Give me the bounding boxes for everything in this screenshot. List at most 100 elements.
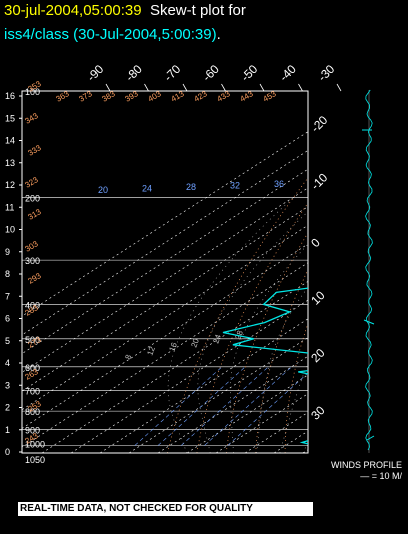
dry-adiabat-label: 323 (24, 175, 41, 190)
mixing-ratio-label: 20 (98, 185, 108, 195)
isotherm-line (302, 449, 308, 453)
dry-adiabat-label: 343 (24, 111, 41, 126)
moist-adiabat-line (197, 211, 308, 453)
mixing-ratio-line (181, 366, 269, 446)
isotherm-line (22, 131, 308, 317)
top-temperature-label: -40 (277, 62, 299, 84)
top-temperature-label: -80 (123, 62, 145, 84)
dry-adiabat-label: 353 (27, 79, 44, 94)
mixing-ratio-label: 28 (186, 182, 196, 192)
pressure-tick-label: 100 (25, 87, 40, 97)
height-tick-label: 2 (5, 403, 10, 413)
moist-adiabat-line (256, 286, 308, 453)
pressure-tick-label: 600 (25, 363, 40, 373)
right-temperature-label: 30 (308, 403, 328, 423)
isotherm-line (22, 206, 308, 392)
isotherm-line (22, 168, 308, 355)
pressure-tick-label: 400 (25, 300, 40, 310)
height-tick-label: 5 (5, 336, 10, 346)
wind-barb (363, 319, 375, 325)
winds-profile-title: WINDS PROFILE (330, 460, 402, 470)
top-temperature-label: -60 (200, 62, 222, 84)
height-tick-label: 12 (5, 180, 15, 190)
title-station: iss4/class (30-Jul-2004,5:00:39) (4, 26, 217, 43)
dry-adiabat-line (314, 91, 408, 453)
dry-adiabat-line (342, 91, 408, 453)
pressure-tick-label: 900 (25, 425, 40, 435)
chart-background-lines (22, 91, 408, 453)
top-temperature-tick (182, 83, 188, 92)
height-tick-label: 16 (5, 91, 15, 101)
moist-adiabat-label: 16 (167, 341, 179, 353)
dry-adiabat-line (284, 322, 308, 453)
dewpoint-trace (222, 287, 308, 445)
height-tick-label: 13 (5, 158, 15, 168)
mixing-ratio-line (157, 366, 246, 446)
isotherm-line (128, 337, 308, 453)
right-temperature-label: 20 (308, 346, 328, 366)
isotherm-line (332, 91, 408, 453)
mixing-ratio-label: 36 (274, 179, 284, 189)
right-temperature-label: 10 (308, 288, 328, 308)
height-tick-label: 1 (5, 425, 10, 435)
dry-adiabat-line (395, 91, 408, 453)
isotherm-line (70, 299, 308, 453)
chart-labels: 1002003004005006007008009001000105001234… (5, 62, 338, 465)
quality-notice: REAL-TIME DATA, NOT CHECKED FOR QUALITY (18, 502, 313, 516)
top-temperature-label: -50 (238, 62, 260, 84)
moist-adiabat-line (167, 197, 294, 453)
moist-adiabat-label: 28 (233, 329, 245, 341)
top-temperature-tick (298, 83, 303, 92)
height-tick-label: 4 (5, 358, 10, 368)
winds-profile-scale: — = 10 M/ (360, 471, 402, 481)
isotherm-line (41, 281, 308, 453)
height-tick-label: 10 (5, 225, 15, 235)
height-tick-label: 3 (5, 380, 10, 390)
isotherm-line (244, 411, 308, 453)
isotherm-line (215, 393, 308, 453)
height-tick-label: 15 (5, 113, 15, 123)
isotherm-line (22, 150, 308, 336)
height-tick-label: 7 (5, 291, 10, 301)
dry-adiabat-line (167, 177, 308, 453)
wind-barb (366, 435, 375, 441)
height-tick-label: 8 (5, 269, 10, 279)
dry-adiabat-line (255, 269, 308, 453)
pressure-tick-label: 200 (25, 194, 40, 204)
top-temperature-tick (336, 83, 342, 92)
pressure-tick-label: 500 (25, 335, 40, 345)
mixing-ratio-line (227, 372, 308, 446)
right-temperature-label: -20 (308, 113, 330, 135)
dry-adiabat-line (369, 91, 408, 453)
pressure-tick-label: 300 (25, 256, 40, 266)
top-temperature-label: -90 (84, 62, 106, 84)
isotherm-line (22, 262, 308, 448)
winds-profile-label: WINDS PROFILE — = 10 M/ (318, 460, 402, 482)
mixing-ratio-label: 32 (230, 181, 240, 191)
right-temperature-label: -10 (308, 170, 330, 192)
top-temperature-tick (105, 83, 111, 92)
height-tick-label: 0 (5, 447, 10, 457)
moist-adiabat-label: 8 (123, 353, 133, 361)
top-temperature-tick (221, 83, 226, 92)
moist-adiabat-line (230, 243, 308, 453)
moist-adiabat-line (349, 198, 408, 453)
dry-adiabat-label: 333 (27, 143, 44, 158)
top-temperature-label: -30 (315, 62, 337, 84)
chart-frame (19, 83, 342, 454)
title-label: Skew-t plot for (149, 2, 246, 19)
pressure-tick-label: 1000 (25, 439, 45, 449)
mixing-ratio-line (134, 366, 223, 446)
top-temperature-tick (259, 83, 265, 92)
pressure-tick-label: 700 (25, 387, 40, 397)
pressure-tick-label: 1050 (25, 455, 45, 465)
dry-adiabat-label: 303 (24, 239, 41, 254)
height-tick-label: 9 (5, 247, 10, 257)
moist-adiabat-label: 20 (189, 337, 201, 349)
moist-adiabat-label: 24 (211, 333, 223, 345)
isotherm-line (157, 355, 308, 453)
dry-adiabat-label: 313 (27, 207, 44, 222)
top-temperature-tick (144, 83, 149, 92)
dry-adiabat-line (196, 202, 308, 453)
